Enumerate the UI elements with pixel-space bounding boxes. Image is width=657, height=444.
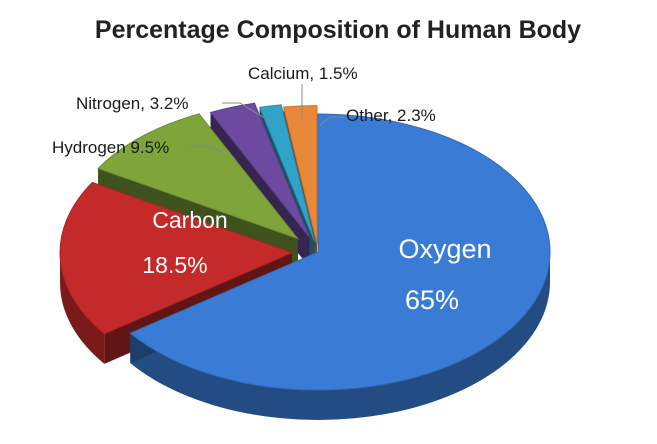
slice-side-oxygen xyxy=(130,252,551,420)
slice-side-carbon xyxy=(60,252,105,364)
slice-label-carbon-value: 18.5% xyxy=(142,252,207,278)
slice-label-other: Other, 2.3% xyxy=(346,106,436,125)
leader-line-other xyxy=(319,116,344,126)
slice-label-oxygen-value: 65% xyxy=(405,285,459,315)
chart-title: Percentage Composition of Human Body xyxy=(95,16,581,44)
slice-label-calcium: Calcium, 1.5% xyxy=(248,64,358,83)
slice-carbon xyxy=(59,181,294,335)
leader-line-nitrogen xyxy=(222,102,275,125)
slice-other xyxy=(282,105,318,244)
slice-label-oxygen-name: Oxygen xyxy=(398,234,491,264)
pie-slices xyxy=(59,102,551,420)
slice-oxygen xyxy=(129,113,551,391)
leader-line-hydrogen xyxy=(189,145,223,153)
slice-nitrogen xyxy=(209,102,310,238)
slice-label-hydrogen: Hydrogen 9.5% xyxy=(52,138,169,157)
slice-label-nitrogen: Nitrogen, 3.2% xyxy=(76,94,188,113)
slice-hydrogen xyxy=(97,113,300,240)
slice-label-carbon-name: Carbon xyxy=(152,207,227,233)
pie-labels: Oxygen 65% Carbon 18.5% Hydrogen 9.5% Ni… xyxy=(52,64,492,315)
slice-calcium xyxy=(258,104,316,242)
